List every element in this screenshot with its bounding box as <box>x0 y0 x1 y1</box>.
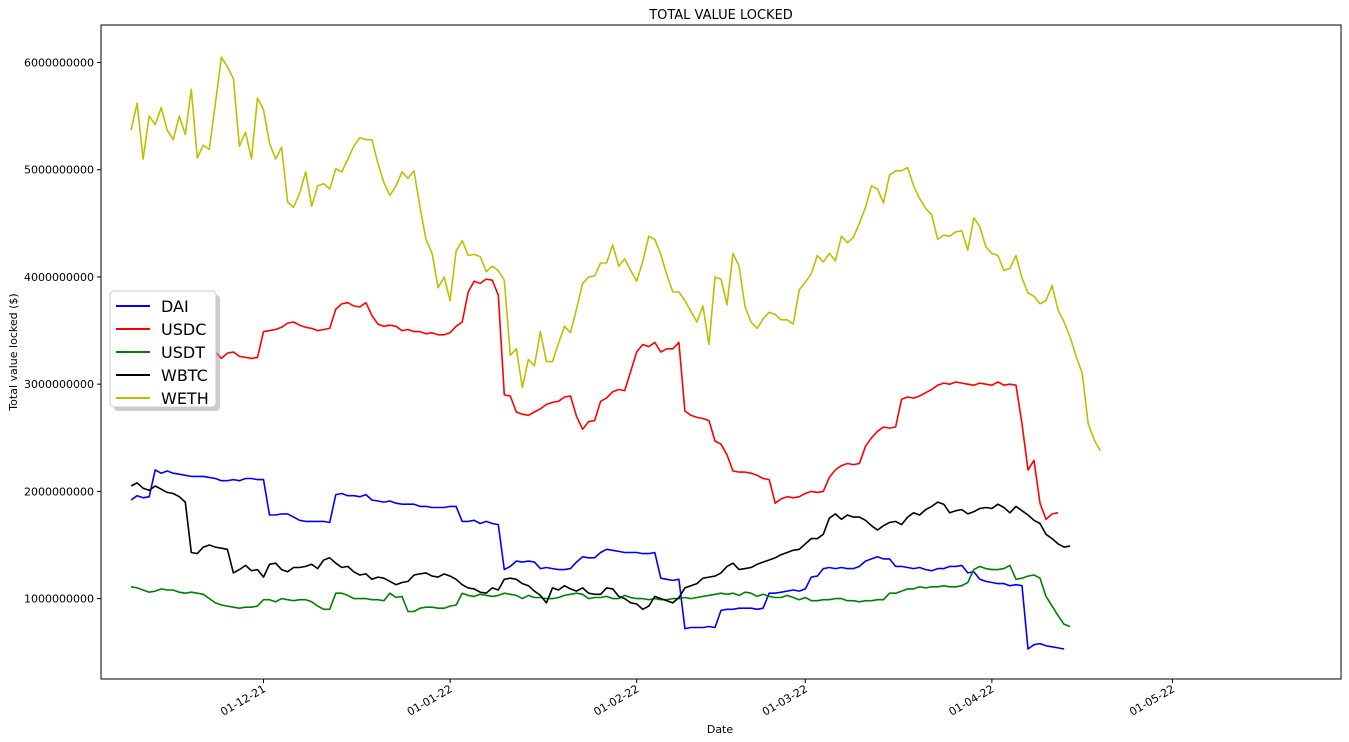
series-lines <box>130 56 1101 650</box>
y-tick-label: 5000000000 <box>24 164 94 177</box>
series-line-weth <box>130 56 1101 451</box>
x-axis-title: Date <box>707 723 734 736</box>
x-axis: 01-12-21 01-01-22 01-02-22 01-03-22 01-04-22… <box>218 679 1177 719</box>
x-tick-label: 01-01-22 <box>405 682 455 718</box>
y-tick-label: 4000000000 <box>24 271 94 284</box>
y-tick-label: 1000000000 <box>24 593 94 606</box>
y-tick-label: 6000000000 <box>24 57 94 70</box>
x-tick-label: 01-12-21 <box>218 682 268 718</box>
legend-entries: DAI USDC USDT WBTC WETH <box>116 297 209 408</box>
x-tick-label: 01-05-22 <box>1127 682 1177 718</box>
chart-title: TOTAL VALUE LOCKED <box>648 8 793 23</box>
legend-label-dai: DAI <box>161 297 189 316</box>
series-line-usdt <box>130 564 1071 628</box>
legend: DAI USDC USDT WBTC WETH <box>109 290 220 411</box>
legend-label-wbtc: WBTC <box>161 366 208 385</box>
x-tick-label: 01-02-22 <box>591 682 641 718</box>
y-tick-label: 3000000000 <box>24 378 94 391</box>
legend-label-usdt: USDT <box>161 343 205 362</box>
x-tick-label: 01-04-22 <box>947 682 997 718</box>
legend-label-weth: WETH <box>161 389 209 408</box>
legend-label-usdc: USDC <box>161 320 206 339</box>
x-tick-label: 01-03-22 <box>760 682 810 718</box>
y-axis-title: Total value locked ($) <box>7 293 20 411</box>
series-line-dai <box>130 469 1065 650</box>
y-tick-label: 2000000000 <box>24 485 94 498</box>
y-axis: 1000000000 2000000000 3000000000 4000000000… <box>24 57 101 606</box>
plot-area-frame <box>100 24 1342 680</box>
series-line-wbtc <box>130 481 1071 611</box>
series-line-usdc <box>130 278 1059 521</box>
legend-box <box>109 290 217 408</box>
